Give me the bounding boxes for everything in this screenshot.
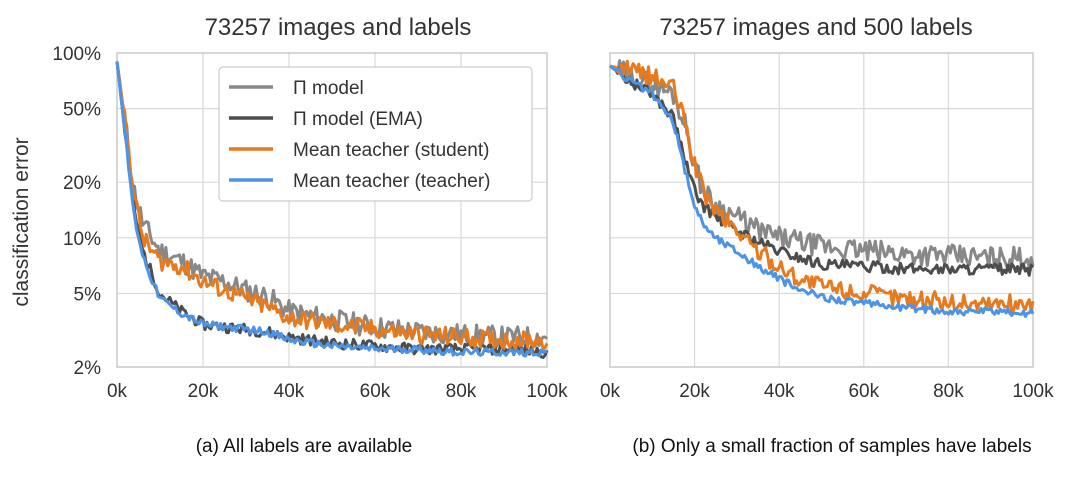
y-tick-label: 50% [63,100,101,121]
x-tick-label: 60k [360,381,391,402]
x-tick-label: 40k [274,381,305,402]
x-tick-label: 80k [933,381,964,402]
x-tick-label: 20k [679,381,710,402]
plot-frame [609,52,1034,368]
x-tick-label: 40k [764,381,795,402]
x-tick-label: 0k [600,381,621,402]
series-line [115,61,549,351]
series-line [609,64,1035,318]
y-tick-label: 20% [63,173,101,194]
panel-a-title: 73257 images and labels [205,14,472,41]
y-tick-label: 5% [74,284,102,305]
panel-b: 73257 images and 500 labels 0k 20k 40k 60k 8… [600,14,1054,457]
x-tick-label: 20k [188,381,219,402]
series-line [609,59,1035,270]
panel-b-title: 73257 images and 500 labels [659,14,973,41]
y-axis-label: classification error [10,137,33,306]
x-tick-label: 80k [446,381,477,402]
legend-label: Mean teacher (student) [293,140,489,161]
legend-label: Mean teacher (teacher) [293,171,491,192]
panel-a-caption: (a) All labels are available [196,436,413,457]
plot-area-b: 0k 20k 40k 60k 80k 100k [600,52,1054,402]
x-tick-label: 0k [107,381,128,402]
panel-b-caption: (b) Only a small fraction of samples hav… [632,436,1031,457]
legend-label: Π model (EMA) [293,109,423,130]
legend: Π model Π model (EMA) Mean teacher (studen… [218,66,533,202]
x-tick-label: 60k [848,381,879,402]
x-tick-label: 100k [526,381,568,402]
y-tick-label: 100% [52,44,101,65]
series-line [115,61,548,358]
series-line [609,64,1035,277]
x-tick-label: 100k [1012,381,1054,402]
y-tick-label: 2% [74,358,102,379]
legend-box [218,66,533,202]
legend-label: Π model [293,78,364,99]
panel-a: 73257 images and labels classification e… [10,14,568,457]
plot-frame [116,52,548,368]
series-line [609,59,1035,314]
y-tick-label: 10% [63,229,101,250]
